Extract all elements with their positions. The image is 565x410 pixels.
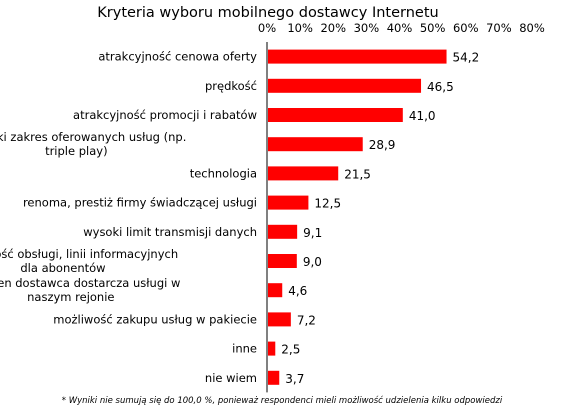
value-label: 41,0 — [409, 109, 436, 123]
bar — [268, 195, 309, 210]
x-tick-label: 0% — [258, 21, 276, 35]
footnote: * Wyniki nie sumują się do 100,0 %, poni… — [62, 395, 503, 406]
chart-title: Kryteria wyboru mobilnego dostawcy Inter… — [97, 5, 438, 21]
value-label: 12,5 — [314, 197, 341, 211]
x-tick-label: 10% — [287, 21, 313, 35]
x-tick-label: 50% — [420, 21, 446, 35]
category-label: szeroki zakres oferowanych usług (np.tri… — [0, 130, 186, 158]
bar — [268, 254, 297, 268]
value-label: 54,2 — [453, 51, 480, 65]
category-label: dostępność obsługi, linii informacyjnych… — [0, 247, 178, 275]
category-label: prędkość — [205, 79, 257, 93]
bar — [268, 166, 339, 181]
value-label: 3,7 — [285, 372, 304, 386]
value-label: 21,5 — [344, 167, 371, 181]
category-label: renoma, prestiż firmy świadczącej usługi — [23, 196, 257, 210]
x-tick-label: 40% — [387, 21, 413, 35]
bar — [268, 370, 280, 385]
category-label: wysoki limit transmisji danych — [83, 225, 257, 239]
value-label: 4,6 — [288, 284, 307, 298]
category-label: atrakcyjność promocji i rabatów — [73, 108, 257, 122]
value-label: 9,0 — [303, 255, 322, 269]
category-label: możliwość zakupu usług w pakiecie — [53, 312, 257, 326]
value-label: 2,5 — [281, 343, 300, 357]
x-tick-label: 80% — [519, 21, 545, 35]
category-label: inne — [232, 342, 257, 356]
value-labels: 54,2 46,5 41,0 28,9 21,5 12,5 9,1 9,0 4,6 7,2 2,5 3… — [281, 51, 479, 386]
bars-group — [268, 49, 447, 385]
category-labels: atrakcyjność cenowa oferty prędkość atrakc… — [0, 50, 257, 385]
bar — [268, 108, 403, 122]
value-label: 7,2 — [297, 313, 316, 327]
x-tick-label: 20% — [320, 21, 346, 35]
category-label: nie wiem — [205, 371, 257, 385]
bar — [268, 283, 283, 298]
bar — [268, 312, 291, 327]
bar — [268, 137, 363, 152]
bar — [268, 341, 276, 356]
value-label: 28,9 — [369, 138, 396, 152]
bar — [268, 49, 447, 64]
category-label: atrakcyjność cenowa oferty — [98, 50, 257, 64]
x-tick-label: 30% — [354, 21, 380, 35]
value-label: 9,1 — [303, 226, 322, 240]
bar — [268, 78, 422, 93]
x-tick-label: 70% — [486, 21, 512, 35]
category-label: tylko ten dostawca dostarcza usługi wnas… — [0, 276, 180, 304]
category-label: technologia — [190, 166, 257, 180]
x-tick-label: 60% — [453, 21, 479, 35]
value-label: 46,5 — [427, 80, 454, 94]
x-axis-ticks: 0% 10% 20% 30% 40% 50% 60% 70% 80% — [258, 21, 545, 35]
bar — [268, 224, 298, 239]
